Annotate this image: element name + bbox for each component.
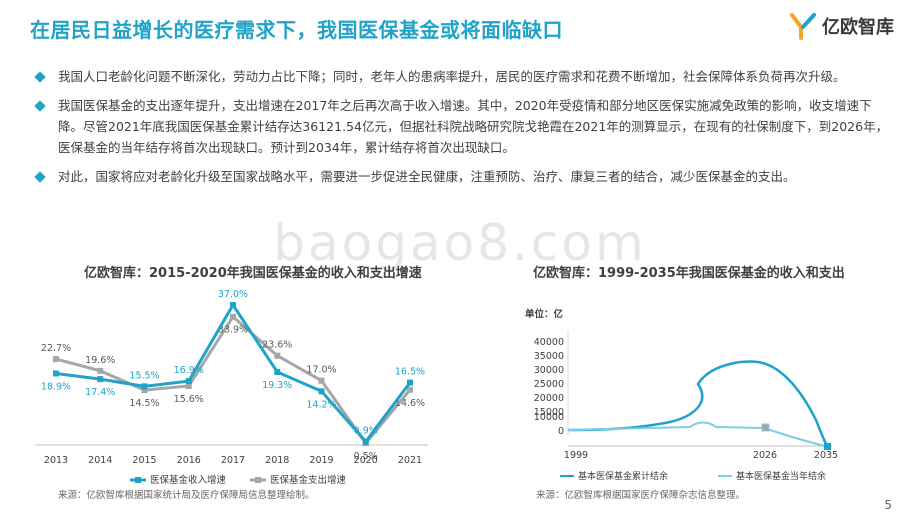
- x-tick-label: 2035: [814, 450, 838, 461]
- diamond-bullet-icon: [34, 71, 46, 83]
- x-tick-label: 2018: [265, 455, 289, 466]
- data-point: [230, 313, 236, 320]
- y-tick-label: 10000: [534, 412, 564, 423]
- legend-marker: [135, 477, 141, 483]
- data-point: [362, 438, 369, 445]
- x-tick-label: 2014: [88, 455, 112, 466]
- x-tick-label: 2026: [753, 450, 777, 461]
- chart2-title: 亿欧智库：1999-2035年我国医保基金的收入和支出: [533, 266, 845, 281]
- data-label: 17.0%: [306, 365, 336, 376]
- x-tick-label: 1999: [564, 450, 588, 461]
- data-point: [185, 378, 192, 385]
- data-label: 15.6%: [174, 394, 204, 405]
- y-tick-label: 15000: [534, 407, 564, 418]
- bullet-text: 我国人口老龄化问题不断深化，劳动力占比下降；同时，老年人的患病率提升，居民的医疗…: [58, 69, 846, 84]
- bullet-item: 我国人口老龄化问题不断深化，劳动力占比下降；同时，老年人的患病率提升，居民的医疗…: [34, 66, 891, 87]
- data-label: 14.5%: [129, 398, 159, 409]
- y-tick-label: 20000: [534, 393, 564, 404]
- data-label: 14.6%: [395, 398, 425, 409]
- y-tick-label: 25000: [534, 379, 564, 390]
- data-point: [141, 387, 148, 394]
- data-point: [185, 382, 192, 389]
- legend-label: 基本医保基金当年结余: [736, 470, 826, 482]
- annual-balance-marker: [761, 423, 770, 432]
- cumulative-balance-marker: [824, 443, 831, 450]
- y-tick-label: 0: [558, 426, 564, 437]
- data-label: 16.5%: [395, 367, 425, 378]
- data-point: [53, 356, 59, 363]
- logo: 亿欧智库: [790, 12, 894, 40]
- diamond-bullet-icon: [34, 171, 46, 183]
- data-label: 16.9%: [174, 365, 204, 376]
- bullet-text: 我国医保基金的支出逐年提升，支出增速在2017年之后再次高于收入增速。其中，20…: [58, 98, 889, 155]
- x-tick-label: 2015: [132, 455, 156, 466]
- data-label: 17.4%: [85, 387, 115, 398]
- data-point: [141, 383, 148, 390]
- chart2-source: 来源：亿欧智库根据国家医疗保障杂志信息整理。: [536, 490, 746, 501]
- data-label: 19.3%: [262, 380, 292, 391]
- data-point: [318, 377, 325, 384]
- watermark: baogao8.com: [273, 214, 647, 272]
- bullet-text: 对此，国家将应对老龄化升级至国家战略水平，需要进一步促进全民健康，注重预防、治疗…: [58, 169, 796, 184]
- data-label: 19.6%: [85, 355, 115, 366]
- legend-label: 医保基金支出增速: [270, 474, 347, 486]
- bullet-item: 对此，国家将应对老龄化升级至国家战略水平，需要进一步促进全民健康，注重预防、治疗…: [34, 166, 891, 187]
- data-label: 0.9%: [354, 426, 378, 437]
- x-tick-label: 2017: [221, 455, 245, 466]
- fund-balance-line-chart: 单位：亿 40000 35000 30000 25000 20000 1500010000…: [525, 308, 838, 482]
- x-tick-label: 2016: [177, 455, 201, 466]
- data-label: 0.5%: [354, 451, 378, 462]
- data-point: [274, 368, 281, 375]
- page-title: 在居民日益增长的医疗需求下，我国医保基金或将面临缺口: [30, 18, 563, 42]
- data-point: [53, 370, 59, 377]
- data-point: [230, 302, 236, 308]
- data-label: 22.7%: [41, 343, 71, 354]
- page-number: 5: [884, 498, 892, 512]
- data-label: 18.9%: [41, 381, 71, 392]
- data-point: [407, 386, 413, 393]
- data-label: 33.9%: [218, 325, 248, 336]
- chart1-title: 亿欧智库：2015-2020年我国医保基金的收入和支出增速: [84, 266, 422, 281]
- y-tick-label: 40000: [534, 337, 564, 348]
- data-point: [407, 379, 413, 386]
- x-tick-label: 2020: [354, 455, 378, 466]
- chart1-source: 来源：亿欧智库根据国家统计局及医疗保障局信息整理绘制。: [58, 490, 315, 501]
- growth-rate-line-chart: 22.7% 19.6% 14.5% 15.6% 33.9% 23.6% 17.0% 0.5% 1…: [35, 289, 428, 486]
- data-point: [97, 367, 104, 374]
- unit-label: 单位：亿: [525, 308, 564, 320]
- diamond-bullet-icon: [34, 100, 46, 112]
- data-point: [274, 352, 281, 359]
- data-label: 23.6%: [262, 340, 292, 351]
- data-label: 15.5%: [129, 370, 159, 381]
- cumulative-balance-line: [567, 360, 829, 447]
- x-tick-label: 2013: [44, 455, 68, 466]
- bullet-item: 我国医保基金的支出逐年提升，支出增速在2017年之后再次高于收入增速。其中，20…: [34, 95, 891, 158]
- legend-marker: [255, 477, 261, 483]
- logo-icon: [790, 13, 816, 40]
- annual-balance-line: [567, 421, 830, 448]
- y-tick-label: 30000: [534, 365, 564, 376]
- data-label: 37.0%: [218, 289, 248, 300]
- x-tick-label: 2019: [309, 455, 333, 466]
- data-point: [318, 388, 325, 395]
- logo-text: 亿欧智库: [822, 17, 894, 38]
- legend-label: 医保基金收入增速: [150, 474, 227, 486]
- legend-label: 基本医保基金累计结余: [578, 470, 668, 482]
- x-tick-label: 2021: [398, 455, 422, 466]
- y-tick-label: 35000: [534, 351, 564, 362]
- data-point: [97, 376, 104, 383]
- bullet-list: 我国人口老龄化问题不断深化，劳动力占比下降；同时，老年人的患病率提升，居民的医疗…: [34, 66, 891, 195]
- data-label: 14.2%: [306, 399, 336, 410]
